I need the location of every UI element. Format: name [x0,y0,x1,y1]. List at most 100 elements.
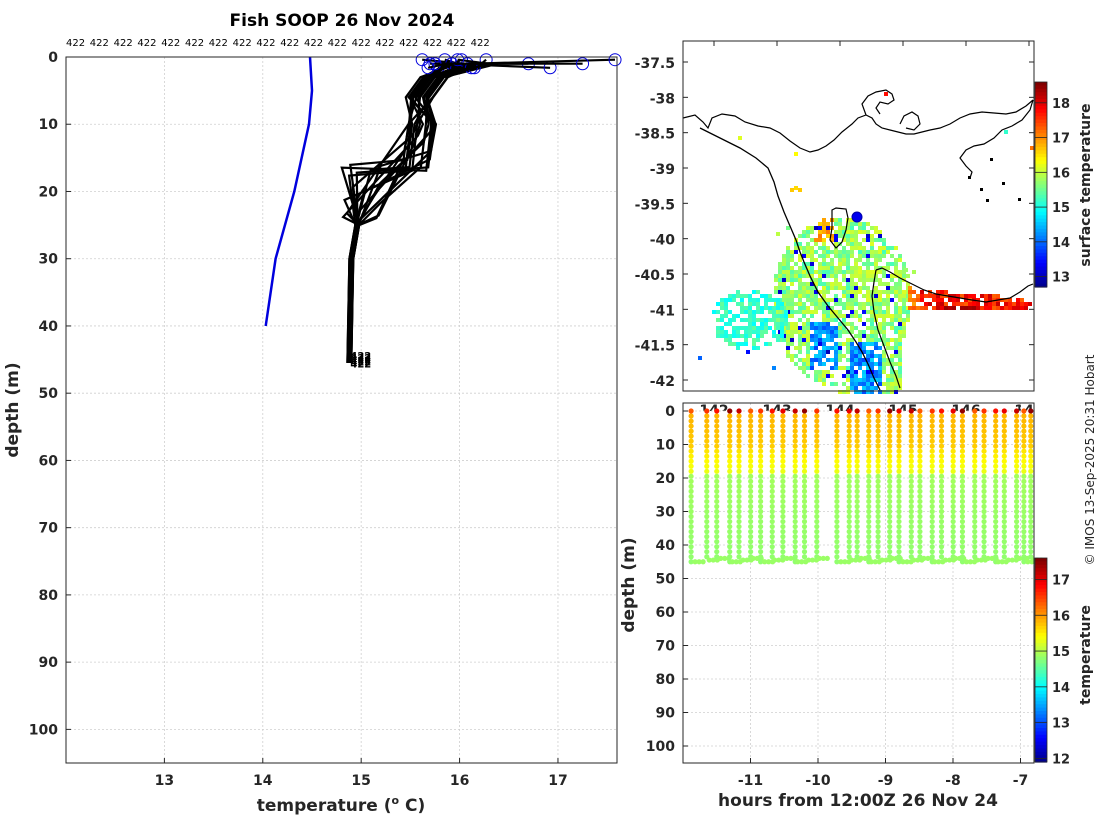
sst-cell [866,382,870,386]
profile-surface-marker [428,57,442,71]
section-temperature-dot [714,433,720,439]
sst-cell [826,374,830,378]
sst-cell [874,354,878,358]
section-temperature-dot [1014,508,1020,515]
sst-cell [874,334,878,338]
sst-cell [818,282,822,286]
sst-cell [894,354,898,358]
section-temperature-dot [814,463,820,469]
section-temperature-dot [887,529,893,535]
map-lat-tick-label: -41 [650,303,675,319]
section-y-tick-label: 100 [646,739,675,755]
sst-cell [866,386,870,390]
sst-cell [830,274,834,278]
section-temperature-dot [981,448,987,454]
sst-cell [818,338,822,342]
section-temperature-dot [938,423,945,429]
sst-cell [818,362,822,366]
section-temperature-dot [917,498,923,505]
section-temperature-dot [959,508,966,515]
sst-cell [894,342,898,346]
section-temperature-dot [1021,523,1027,530]
sst-cell [752,318,756,322]
sst-cell [810,258,814,262]
section-temperature-dot [993,423,999,429]
profile-bottom-label: 422 [350,351,371,362]
section-temperature-dot [1014,423,1020,429]
section-temperature-dot [981,508,987,515]
sst-cell [882,274,886,278]
map-colorbar-segment [1035,82,1047,87]
section-temperature-dot [950,433,956,439]
sst-cell [810,366,814,370]
sst-cell [720,314,724,318]
section-temperature-dot [688,438,694,444]
sst-cell [842,382,846,386]
sst-cell [716,302,720,306]
sst-cell [786,354,790,358]
section-temperature-dot [875,443,881,449]
sst-cell [842,274,846,278]
section-temperature-dot [846,513,852,520]
sst-cell [854,238,858,242]
section-temperature-dot [950,418,956,424]
section-temperature-dot [758,438,764,444]
sst-cell [898,378,902,382]
sst-cell [782,298,786,302]
sst-cell [818,378,822,382]
sst-cell [898,338,902,342]
section-temperature-dot [875,488,881,494]
sst-cell [854,358,858,362]
sst-cell [736,290,740,294]
section-temperature-dot [769,418,775,424]
section-temperature-dot [696,559,702,565]
section-temperature-dot [1014,463,1020,469]
section-temperature-dot [1028,423,1034,429]
section-temperature-dot [758,453,764,459]
section-temperature-dot [1001,463,1007,469]
section-temperature-dot [801,498,808,505]
section-temperature-dot [834,448,840,454]
sst-cell [854,234,858,238]
section-temperature-dot [748,423,754,429]
sst-cell [850,378,854,382]
sst-cell [786,298,790,302]
profile-y-tick-label: 60 [39,453,59,469]
sst-cell [822,258,826,262]
profile-cast-label: 422 [304,38,323,49]
sst-cell [874,294,878,298]
sst-cell [842,246,846,250]
section-temperature-dot [1001,518,1007,525]
sst-cell [822,382,826,386]
sst-cell [802,334,806,338]
section-temperature-dot [814,478,820,484]
section-temperature-dot [780,508,786,515]
sst-cell [748,318,752,322]
section-temperature-dot [784,555,790,562]
sst-cell [814,258,818,262]
section-temperature-dot [814,438,820,444]
sst-cell [874,370,878,374]
section-temperature-dot [769,423,775,429]
sst-cell [996,302,1000,306]
section-temperature-dot [1001,408,1007,414]
sst-cell [830,298,834,302]
section-temperature-dot [780,453,786,459]
section-temperature-dot [908,534,914,540]
section-temperature-dot [801,423,808,429]
section-temperature-dot [929,544,935,550]
sst-cell [870,302,874,306]
sst-cell [890,354,894,358]
sst-cell [878,302,882,306]
sst-cell [936,302,940,306]
section-temperature-dot [780,428,786,434]
map-colorbar-segment [1035,225,1047,230]
sst-cell [908,298,912,302]
sst-cell [862,382,866,386]
sst-cell [814,322,818,326]
section-temperature-dot [814,513,820,520]
section-temperature-dot [727,413,733,419]
sst-cell [798,358,802,362]
section-temperature-dot [1014,428,1020,434]
sst-cell [870,330,874,334]
